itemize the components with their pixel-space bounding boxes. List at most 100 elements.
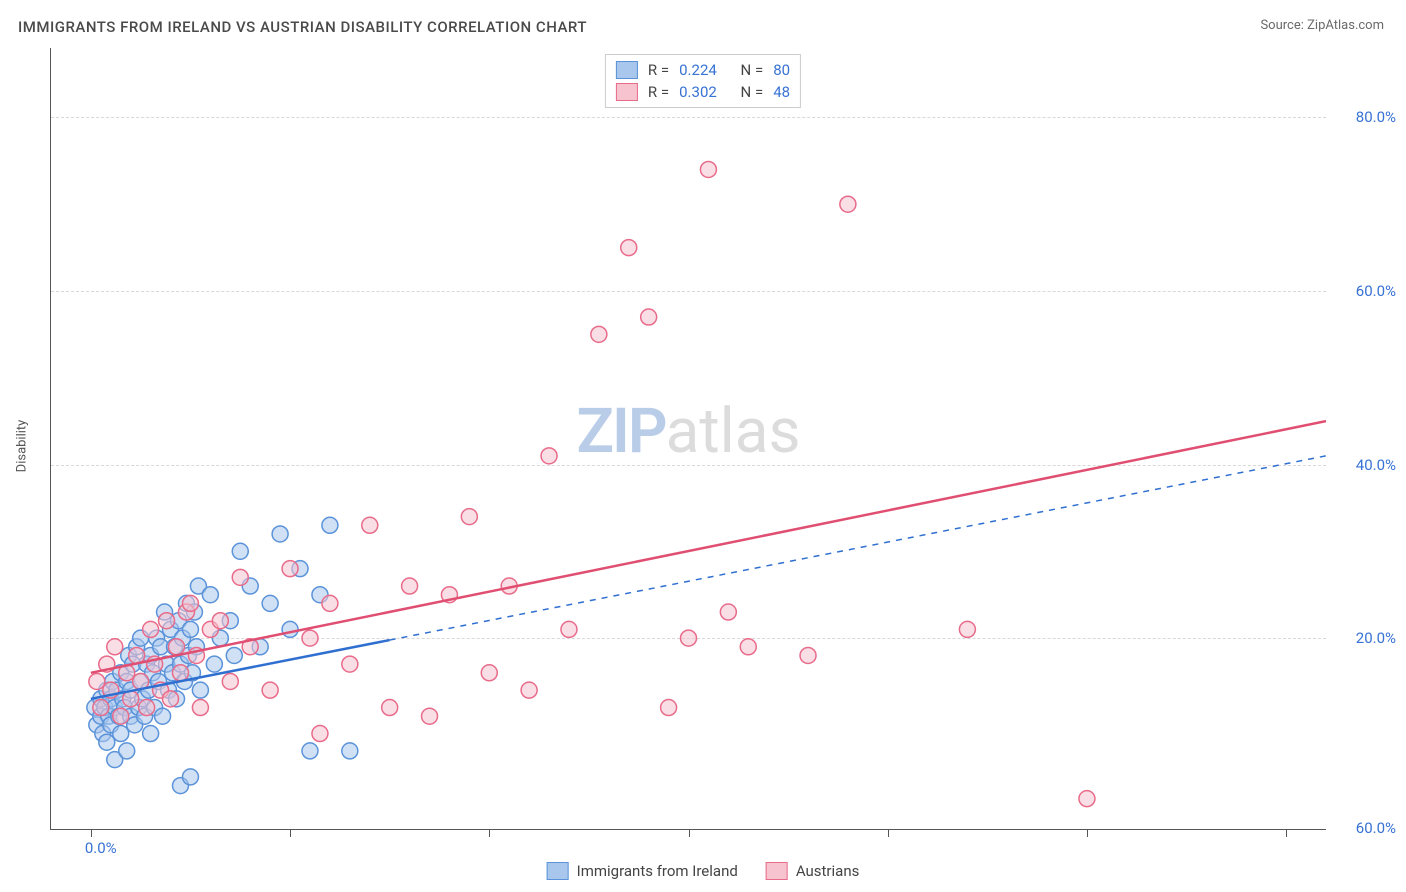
n-label: N =: [741, 83, 764, 101]
scatter-point-austrians: [169, 639, 185, 655]
scatter-point-austrians: [159, 613, 175, 629]
chart-title: IMMIGRANTS FROM IRELAND VS AUSTRIAN DISA…: [18, 18, 587, 36]
r-value-austrians: 0.302: [679, 83, 717, 101]
x-tick: [91, 829, 92, 837]
trendline-austrians: [91, 421, 1326, 673]
x-tick: [1286, 829, 1287, 837]
scatter-point-austrians: [740, 639, 756, 655]
scatter-point-austrians: [192, 700, 208, 716]
scatter-point-austrians: [212, 613, 228, 629]
scatter-point-austrians: [621, 240, 637, 256]
legend-swatch-austrians: [616, 83, 638, 101]
y-tick-label: 40.0%: [1356, 456, 1396, 474]
scatter-point-austrians: [262, 682, 278, 698]
legend-swatch-ireland: [616, 61, 638, 79]
x-tick: [689, 829, 690, 837]
scatter-point-austrians: [93, 700, 109, 716]
scatter-point-austrians: [700, 161, 716, 177]
scatter-point-austrians: [182, 595, 198, 611]
scatter-point-ireland: [302, 743, 318, 759]
scatter-point-austrians: [521, 682, 537, 698]
r-label: R =: [648, 83, 669, 101]
scatter-point-ireland: [182, 621, 198, 637]
x-tick: [489, 829, 490, 837]
scatter-point-ireland: [202, 587, 218, 603]
source-name: ZipAtlas.com: [1307, 18, 1384, 33]
scatter-point-austrians: [481, 665, 497, 681]
scatter-point-ireland: [119, 743, 135, 759]
series-label-ireland: Immigrants from Ireland: [577, 862, 738, 880]
scatter-point-austrians: [959, 621, 975, 637]
scatter-point-austrians: [312, 726, 328, 742]
scatter-point-austrians: [541, 448, 557, 464]
scatter-point-austrians: [591, 326, 607, 342]
scatter-point-austrians: [561, 621, 577, 637]
scatter-point-austrians: [720, 604, 736, 620]
scatter-point-austrians: [129, 647, 145, 663]
correlation-legend: R = 0.224 N = 80 R = 0.302 N = 48: [605, 54, 801, 108]
chart-container: IMMIGRANTS FROM IRELAND VS AUSTRIAN DISA…: [0, 0, 1406, 892]
r-value-ireland: 0.224: [679, 61, 717, 79]
scatter-point-austrians: [402, 578, 418, 594]
n-value-austrians: 48: [773, 83, 790, 101]
trendline-ireland-dashed: [390, 456, 1326, 640]
scatter-point-ireland: [192, 682, 208, 698]
correlation-legend-row-ireland: R = 0.224 N = 80: [616, 59, 790, 81]
series-legend-austrians: Austrians: [766, 862, 860, 880]
scatter-point-austrians: [89, 673, 105, 689]
n-label: N =: [741, 61, 764, 79]
series-legend-ireland: Immigrants from Ireland: [547, 862, 738, 880]
scatter-point-ireland: [322, 517, 338, 533]
scatter-point-austrians: [342, 656, 358, 672]
x-tick-label-right: 60.0%: [1356, 819, 1396, 837]
x-tick: [1087, 829, 1088, 837]
scatter-point-austrians: [282, 561, 298, 577]
scatter-point-ireland: [113, 726, 129, 742]
scatter-point-austrians: [322, 595, 338, 611]
scatter-point-austrians: [139, 700, 155, 716]
scatter-point-austrians: [232, 569, 248, 585]
source-label: Source:: [1260, 18, 1303, 33]
legend-swatch-ireland-bottom: [547, 862, 569, 880]
scatter-point-austrians: [362, 517, 378, 533]
scatter-point-austrians: [107, 639, 123, 655]
legend-swatch-austrians-bottom: [766, 862, 788, 880]
scatter-point-ireland: [272, 526, 288, 542]
plot-svg: [51, 48, 1326, 829]
scatter-point-austrians: [422, 708, 438, 724]
n-value-ireland: 80: [773, 61, 790, 79]
scatter-point-ireland: [262, 595, 278, 611]
scatter-point-ireland: [99, 734, 115, 750]
y-tick-label: 20.0%: [1356, 629, 1396, 647]
x-tick-label-left: 0.0%: [85, 839, 117, 857]
scatter-point-austrians: [681, 630, 697, 646]
scatter-point-austrians: [461, 509, 477, 525]
correlation-legend-row-austrians: R = 0.302 N = 48: [616, 81, 790, 103]
scatter-point-ireland: [282, 621, 298, 637]
source-attribution: Source: ZipAtlas.com: [1260, 18, 1384, 33]
scatter-point-austrians: [1079, 791, 1095, 807]
scatter-point-austrians: [172, 665, 188, 681]
plot-area: ZIPatlas 20.0%40.0%60.0%80.0%0.0%60.0%: [50, 48, 1326, 830]
x-tick: [888, 829, 889, 837]
scatter-point-austrians: [641, 309, 657, 325]
scatter-point-austrians: [661, 700, 677, 716]
scatter-point-austrians: [840, 196, 856, 212]
series-legend: Immigrants from Ireland Austrians: [547, 862, 860, 880]
x-tick: [290, 829, 291, 837]
scatter-point-austrians: [143, 621, 159, 637]
scatter-point-austrians: [302, 630, 318, 646]
scatter-point-ireland: [342, 743, 358, 759]
y-tick-label: 60.0%: [1356, 282, 1396, 300]
scatter-point-austrians: [222, 673, 238, 689]
y-tick-label: 80.0%: [1356, 108, 1396, 126]
scatter-point-ireland: [182, 769, 198, 785]
scatter-point-ireland: [232, 543, 248, 559]
scatter-point-austrians: [113, 708, 129, 724]
scatter-point-ireland: [155, 708, 171, 724]
scatter-point-ireland: [226, 647, 242, 663]
scatter-point-austrians: [382, 700, 398, 716]
scatter-point-austrians: [163, 691, 179, 707]
scatter-point-austrians: [800, 647, 816, 663]
r-label: R =: [648, 61, 669, 79]
